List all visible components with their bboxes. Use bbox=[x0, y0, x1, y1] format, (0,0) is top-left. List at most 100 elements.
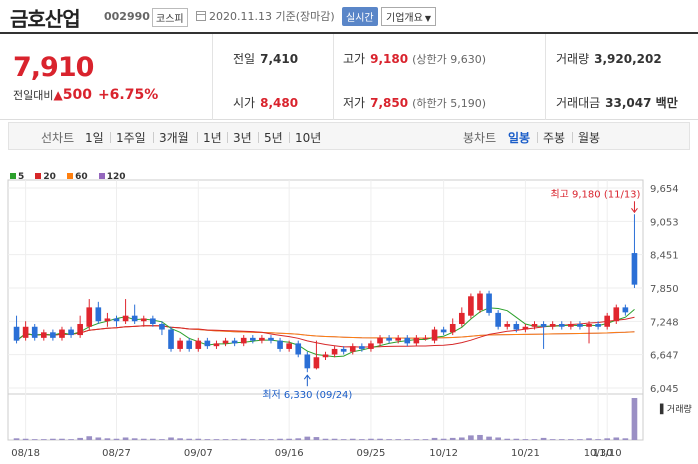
tab-3months[interactable]: 3개월 bbox=[159, 131, 189, 145]
tab-5years[interactable]: 5년 bbox=[264, 131, 283, 145]
candle-body bbox=[204, 340, 211, 347]
candle bbox=[168, 326, 174, 352]
candle bbox=[413, 335, 420, 347]
volume-bar bbox=[186, 438, 193, 440]
volume-bar bbox=[159, 439, 165, 440]
candle bbox=[568, 321, 574, 330]
candle bbox=[131, 304, 138, 324]
volume-bar bbox=[622, 438, 629, 440]
volume-bar bbox=[59, 438, 65, 440]
x-tick-label: 10/12 bbox=[429, 448, 458, 459]
legend-ma120: 120 bbox=[98, 172, 126, 182]
realtime-button[interactable]: 실시간 bbox=[342, 7, 378, 26]
change-percent: +6.75% bbox=[97, 87, 159, 103]
candle bbox=[86, 299, 93, 330]
volume-bar bbox=[131, 438, 138, 440]
volume-bars bbox=[13, 398, 638, 440]
tab-divider bbox=[258, 132, 259, 143]
x-tick-label: 09/16 bbox=[275, 448, 304, 459]
high-price: 고가 9,180 (상한가 9,630) bbox=[343, 50, 486, 67]
volume-bar bbox=[522, 439, 529, 440]
candle-body bbox=[295, 343, 302, 355]
ma-legend: 5 20 60 120 bbox=[10, 172, 134, 182]
candle bbox=[377, 335, 383, 347]
volume-bar bbox=[513, 438, 520, 440]
current-price: 7,910 bbox=[13, 52, 94, 83]
volume-bar bbox=[268, 439, 274, 440]
candle bbox=[259, 335, 265, 344]
candle-body bbox=[186, 340, 193, 349]
candle-body bbox=[68, 329, 74, 336]
candle bbox=[577, 321, 583, 330]
tab-divider bbox=[572, 132, 573, 143]
y-tick-label: 7,248 bbox=[650, 317, 679, 328]
tab-3years[interactable]: 3년 bbox=[233, 131, 252, 145]
volume-bar bbox=[568, 439, 574, 440]
prev-close: 전일 7,410 bbox=[233, 50, 298, 67]
tab-divider bbox=[227, 132, 228, 143]
candle bbox=[313, 340, 320, 370]
legend-ma5: 5 bbox=[10, 172, 24, 182]
candle bbox=[604, 312, 611, 330]
up-arrow-icon: ▲ bbox=[53, 88, 63, 102]
candle-body bbox=[222, 340, 229, 344]
candle-body bbox=[304, 354, 311, 369]
candle bbox=[195, 337, 202, 352]
tab-1year[interactable]: 1년 bbox=[203, 131, 222, 145]
candle bbox=[586, 321, 592, 344]
y-tick-label: 7,850 bbox=[650, 284, 679, 295]
candle-body bbox=[458, 312, 465, 324]
volume-bar bbox=[304, 436, 311, 440]
tab-daily[interactable]: 일봉 bbox=[508, 131, 531, 145]
candle-body bbox=[50, 332, 56, 338]
candle-body bbox=[368, 343, 374, 349]
candle bbox=[613, 304, 620, 324]
tab-weekly[interactable]: 주봉 bbox=[543, 131, 566, 145]
candle bbox=[68, 326, 74, 338]
candle-body bbox=[140, 318, 147, 322]
tab-10years[interactable]: 10년 bbox=[295, 131, 322, 145]
candle-body bbox=[540, 323, 547, 327]
candle-body bbox=[504, 323, 511, 327]
tab-1day[interactable]: 1일 bbox=[85, 131, 104, 145]
volume-bar bbox=[68, 439, 74, 440]
low-price: 저가 7,850 (하한가 5,190) bbox=[343, 94, 486, 111]
high-arrow-head bbox=[631, 207, 638, 214]
price-summary: 7,910 전일대비▲500 +6.75% 전일 7,410 고가 9,180 (상한가… bbox=[0, 32, 698, 120]
candle bbox=[431, 326, 438, 344]
candle-body bbox=[286, 343, 292, 349]
candle-body bbox=[122, 315, 129, 322]
high-annotation: 최고 9,180 (11/13) bbox=[550, 188, 640, 200]
volume-bar bbox=[577, 439, 583, 440]
volume-bar bbox=[104, 438, 111, 440]
candle-body bbox=[522, 326, 529, 330]
volume-bar bbox=[50, 438, 56, 440]
stock-code: 002990 bbox=[104, 10, 150, 23]
volume-bar bbox=[150, 438, 156, 440]
volume-bar bbox=[631, 398, 638, 440]
candle bbox=[122, 299, 129, 324]
candle-body bbox=[377, 337, 383, 344]
stock-header: 금호산업 002990 코스피 2020.11.13 기준(장마감) 실시간 기… bbox=[0, 0, 698, 32]
candle bbox=[231, 337, 238, 347]
candle-body bbox=[395, 337, 402, 341]
volume-bar bbox=[22, 438, 29, 440]
candle-body bbox=[486, 293, 492, 313]
date-text: 2020.11.13 기준(장마감) bbox=[209, 10, 335, 23]
tab-1week[interactable]: 1주일 bbox=[116, 131, 146, 145]
candle-body bbox=[340, 348, 347, 352]
candle-body bbox=[404, 337, 411, 344]
volume-bar bbox=[549, 439, 556, 440]
tab-monthly[interactable]: 월봉 bbox=[578, 131, 601, 145]
candle bbox=[558, 321, 565, 330]
company-info-button[interactable]: 기업개요 ▼ bbox=[381, 7, 436, 26]
candle bbox=[222, 337, 229, 347]
candle bbox=[531, 321, 538, 330]
volume-bar bbox=[31, 439, 38, 440]
volume-bar bbox=[404, 439, 411, 440]
candle-body bbox=[331, 348, 338, 355]
tab-divider bbox=[197, 132, 198, 143]
candle-body bbox=[177, 340, 183, 349]
candle-body bbox=[22, 326, 29, 338]
